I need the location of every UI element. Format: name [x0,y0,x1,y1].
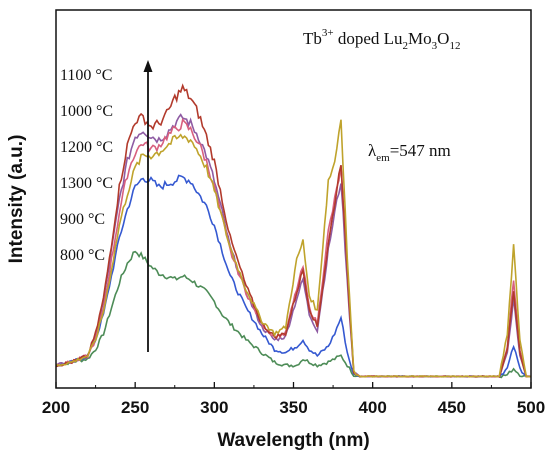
series-line-1000 [55,113,532,378]
legend-label-800: 800 °C [60,247,105,264]
legend-label-900: 900 °C [60,211,105,228]
series-line-800 [55,250,531,379]
legend-label-1000: 1000 °C [60,103,113,120]
x-tick-label-350: 350 [279,398,307,417]
x-tick-label-400: 400 [358,398,386,417]
axis-ticks: 200 250 300 350 400 450 500 [42,382,545,417]
series-line-1300 [55,119,532,378]
increase-arrow-head [143,60,153,72]
sample-annotation: Tb3+ doped Lu2Mo3O12 [303,27,460,52]
emission-annotation: λem=547 nm [368,141,451,164]
x-tick-label-500: 500 [517,398,545,417]
series-line-1100 [55,83,532,378]
x-axis-title: Wavelength (nm) [217,430,369,451]
y-axis-title: Intensity (a.u.) [6,135,27,264]
legend: 1100 °C 1000 °C 1200 °C 1300 °C 900 °C 800 °C [60,67,113,264]
x-tick-label-450: 450 [438,398,466,417]
x-tick-label-300: 300 [200,398,228,417]
x-tick-label-250: 250 [121,398,149,417]
legend-label-1200: 1200 °C [60,139,113,156]
legend-label-1100: 1100 °C [60,67,112,84]
legend-label-1300: 1300 °C [60,175,113,192]
x-tick-label-200: 200 [42,398,70,417]
series-lines [55,83,532,379]
